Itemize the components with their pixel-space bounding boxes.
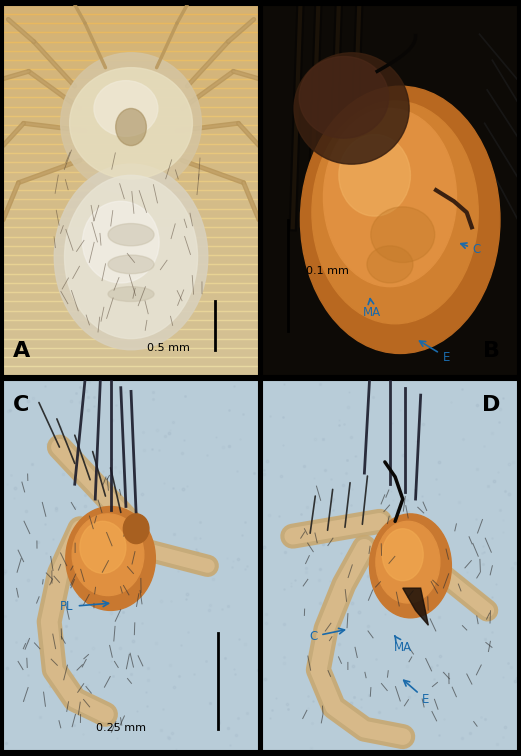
Ellipse shape — [70, 67, 192, 179]
Bar — [3, 200, 259, 209]
Bar — [3, 172, 259, 181]
Ellipse shape — [324, 108, 456, 287]
Ellipse shape — [72, 514, 144, 596]
Ellipse shape — [54, 164, 208, 350]
Ellipse shape — [60, 53, 202, 194]
Ellipse shape — [66, 507, 155, 610]
Bar — [3, 116, 259, 125]
Bar — [3, 14, 259, 23]
Bar — [3, 293, 259, 302]
Text: 0.1 mm: 0.1 mm — [305, 265, 349, 275]
Bar — [3, 153, 259, 163]
Text: MA: MA — [394, 636, 412, 654]
Bar — [3, 283, 259, 293]
Bar — [3, 144, 259, 153]
Bar — [3, 237, 259, 246]
Ellipse shape — [299, 57, 389, 138]
Bar — [3, 330, 259, 339]
Ellipse shape — [108, 287, 154, 302]
Bar — [3, 209, 259, 218]
Bar — [3, 181, 259, 191]
Polygon shape — [403, 588, 428, 625]
Ellipse shape — [116, 108, 146, 146]
Bar — [3, 5, 259, 14]
Text: PL: PL — [60, 600, 108, 613]
Bar — [3, 107, 259, 116]
Bar — [3, 357, 259, 367]
Text: E: E — [419, 341, 450, 364]
Ellipse shape — [94, 81, 158, 136]
Text: A: A — [14, 341, 31, 361]
Bar — [3, 255, 259, 265]
Bar — [3, 265, 259, 274]
Text: 0.25 mm: 0.25 mm — [96, 723, 146, 733]
Ellipse shape — [80, 522, 126, 573]
Bar — [3, 33, 259, 42]
Bar — [3, 60, 259, 70]
Ellipse shape — [367, 246, 413, 283]
Ellipse shape — [123, 514, 149, 544]
Ellipse shape — [301, 86, 500, 354]
Bar — [3, 311, 259, 320]
Ellipse shape — [369, 514, 451, 618]
Bar — [3, 246, 259, 255]
Bar — [3, 339, 259, 348]
Bar — [3, 135, 259, 144]
Bar — [3, 367, 259, 376]
Bar — [3, 79, 259, 88]
Bar — [3, 70, 259, 79]
Text: 0.5 mm: 0.5 mm — [147, 343, 190, 354]
Ellipse shape — [65, 175, 197, 339]
Text: E: E — [404, 680, 429, 706]
Ellipse shape — [82, 201, 159, 283]
Bar — [3, 23, 259, 33]
Ellipse shape — [108, 255, 154, 274]
Bar — [3, 218, 259, 228]
Text: MA: MA — [363, 299, 381, 319]
Bar — [3, 274, 259, 283]
Bar — [3, 348, 259, 357]
Text: D: D — [481, 395, 500, 415]
Ellipse shape — [376, 522, 440, 603]
Ellipse shape — [382, 528, 423, 581]
Bar — [3, 320, 259, 330]
Bar — [3, 125, 259, 135]
Bar — [3, 88, 259, 98]
Ellipse shape — [339, 135, 411, 216]
Text: C: C — [14, 395, 30, 415]
Ellipse shape — [312, 101, 478, 324]
Ellipse shape — [371, 207, 435, 262]
Text: B: B — [483, 341, 500, 361]
Bar — [3, 42, 259, 51]
Bar — [3, 191, 259, 200]
Bar — [3, 302, 259, 311]
Bar — [3, 51, 259, 60]
Bar — [3, 98, 259, 107]
Text: C: C — [461, 243, 481, 256]
Text: C: C — [309, 628, 344, 643]
Bar — [3, 228, 259, 237]
Ellipse shape — [294, 53, 409, 164]
Bar — [3, 163, 259, 172]
Ellipse shape — [108, 224, 154, 246]
